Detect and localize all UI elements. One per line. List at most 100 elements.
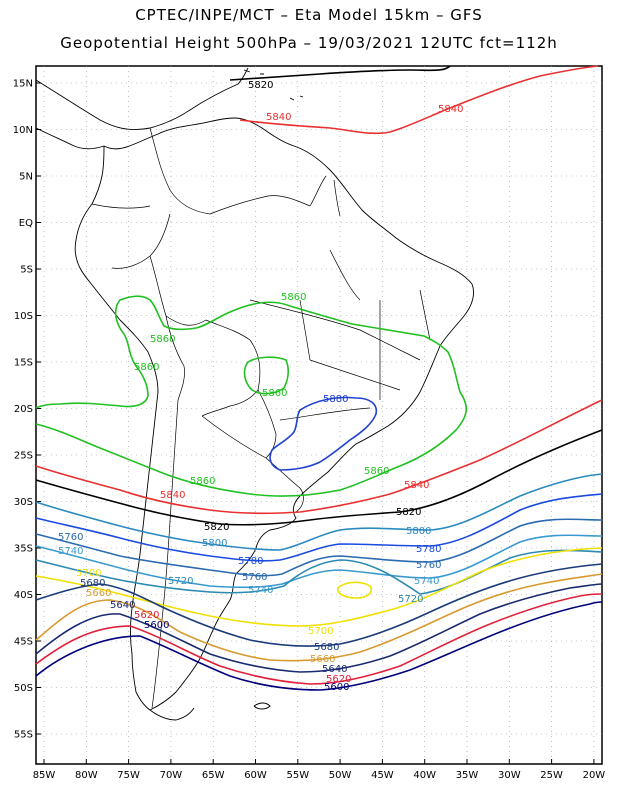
label-5600-a: 5600 xyxy=(144,620,169,631)
longitude-label: 80W xyxy=(75,770,98,781)
latitude-label: 15N xyxy=(13,79,33,90)
longitude-label: 55W xyxy=(286,770,309,781)
longitude-label: 20W xyxy=(583,770,606,781)
label-5740-b: 5740 xyxy=(248,585,273,596)
label-5660-a: 5660 xyxy=(86,588,111,599)
latitude-label: 35S xyxy=(14,544,33,555)
border-colombia-venezuela xyxy=(149,127,211,215)
label-5820-south-b: 5820 xyxy=(396,507,421,518)
border-bolivia-peru xyxy=(165,315,185,401)
contour-labels: 5820 5840 5840 5860 5860 5860 5860 5860 … xyxy=(58,80,463,693)
contour-5880 xyxy=(269,396,378,471)
label-5740-a: 5740 xyxy=(58,546,83,557)
longitude-labels: 85W 80W 75W 70W 65W 60W 55W 50W 45W 40W 35W 30W 25W 2… xyxy=(33,770,606,781)
latitude-label: 10N xyxy=(13,125,33,136)
latitude-label: 5S xyxy=(20,265,33,276)
latitude-label: EQ xyxy=(19,218,33,229)
border-guianas xyxy=(309,175,341,217)
longitude-label: 60W xyxy=(244,770,267,781)
label-5800-b: 5800 xyxy=(406,526,431,537)
contour-5620 xyxy=(35,593,603,685)
label-5760-b: 5760 xyxy=(242,572,267,583)
latitude-label: 20S xyxy=(14,404,33,415)
border-bolivia-paraguay xyxy=(201,389,259,417)
latitude-labels: 15N 10N 5N EQ 5S 10S 15S 20S 25S 30S 35S 40S 45S 50S 5… xyxy=(13,79,33,741)
latitude-label: 45S xyxy=(14,637,33,648)
longitude-label: 75W xyxy=(117,770,140,781)
country-borders xyxy=(91,127,431,709)
contour-5820-south xyxy=(35,429,603,526)
label-5600-b: 5600 xyxy=(324,682,349,693)
label-5780-b: 5780 xyxy=(416,544,441,555)
contour-5600 xyxy=(35,601,603,691)
border-argentina-chile xyxy=(151,399,179,709)
contour-5680 xyxy=(35,563,603,647)
label-5700-a: 5700 xyxy=(76,568,101,579)
longitude-label: 40W xyxy=(413,770,436,781)
brazil-state-borders xyxy=(249,249,431,421)
label-5860-c: 5860 xyxy=(134,362,159,373)
contour-5740 xyxy=(35,534,603,589)
contour-5640 xyxy=(35,583,603,673)
label-5760-c: 5760 xyxy=(416,560,441,571)
contour-5800 xyxy=(35,473,603,551)
map-title-line2: Geopotential Height 500hPa – 19/03/2021 … xyxy=(60,34,558,52)
central-america-pacific xyxy=(35,127,105,150)
label-5840-south-b: 5840 xyxy=(404,480,429,491)
map-frame xyxy=(35,65,603,765)
contour-5820-north xyxy=(229,65,451,81)
label-5680-b: 5680 xyxy=(314,642,339,653)
label-5820-south-a: 5820 xyxy=(204,522,229,533)
label-5760-a: 5760 xyxy=(58,532,83,543)
label-5860-e: 5860 xyxy=(190,476,215,487)
latitude-label: 10S xyxy=(14,311,33,322)
south-america-coast xyxy=(74,117,475,711)
label-5660-b: 5660 xyxy=(310,654,335,665)
label-5720-a: 5720 xyxy=(168,576,193,587)
border-venezuela-brazil xyxy=(209,195,311,215)
latitude-label: 50S xyxy=(14,683,33,694)
contour-5700 xyxy=(35,547,603,627)
border-argentina-paraguay xyxy=(201,415,267,459)
contour-5760 xyxy=(35,518,603,577)
longitude-label: 45W xyxy=(371,770,394,781)
contour-lines xyxy=(35,65,603,691)
border-colombia-peru-brazil xyxy=(111,213,171,269)
label-5800-a: 5800 xyxy=(202,538,227,549)
label-5840-south-a: 5840 xyxy=(160,490,185,501)
label-5880: 5880 xyxy=(323,394,348,405)
label-5840-north-b: 5840 xyxy=(438,104,463,115)
latitude-label: 15S xyxy=(14,358,33,369)
contour-5780 xyxy=(35,493,603,562)
latitude-label: 5N xyxy=(19,172,33,183)
label-5860-d: 5860 xyxy=(262,388,287,399)
map-title-line1: CPTEC/INPE/MCT – Eta Model 15km – GFS xyxy=(135,6,483,24)
label-5640-a: 5640 xyxy=(110,600,135,611)
contour-5840-north xyxy=(239,65,599,135)
label-5620-a: 5620 xyxy=(134,610,159,621)
label-5820-north: 5820 xyxy=(248,80,273,91)
longitude-label: 65W xyxy=(202,770,225,781)
contour-5660 xyxy=(35,573,603,662)
label-5700-b: 5700 xyxy=(308,626,333,637)
longitude-label: 35W xyxy=(456,770,479,781)
contour-5720 xyxy=(35,549,603,595)
latitude-label: 25S xyxy=(14,451,33,462)
longitude-label: 50W xyxy=(329,770,352,781)
label-5680-a: 5680 xyxy=(80,578,105,589)
label-5860-b: 5860 xyxy=(150,334,175,345)
latitude-label: 40S xyxy=(14,590,33,601)
label-5740-c: 5740 xyxy=(414,576,439,587)
longitude-label: 30W xyxy=(498,770,521,781)
caribbean-islands xyxy=(243,69,304,101)
falkland-islands xyxy=(253,702,271,710)
coastlines xyxy=(35,67,475,721)
latitude-label: 30S xyxy=(14,497,33,508)
contour-5860-interior xyxy=(243,356,289,395)
contour-5700-loop xyxy=(336,581,372,599)
label-5840-north-a: 5840 xyxy=(266,112,291,123)
border-bolivia-brazil xyxy=(205,319,261,391)
contour-5860-main xyxy=(35,295,468,497)
central-america-coast xyxy=(35,67,249,131)
